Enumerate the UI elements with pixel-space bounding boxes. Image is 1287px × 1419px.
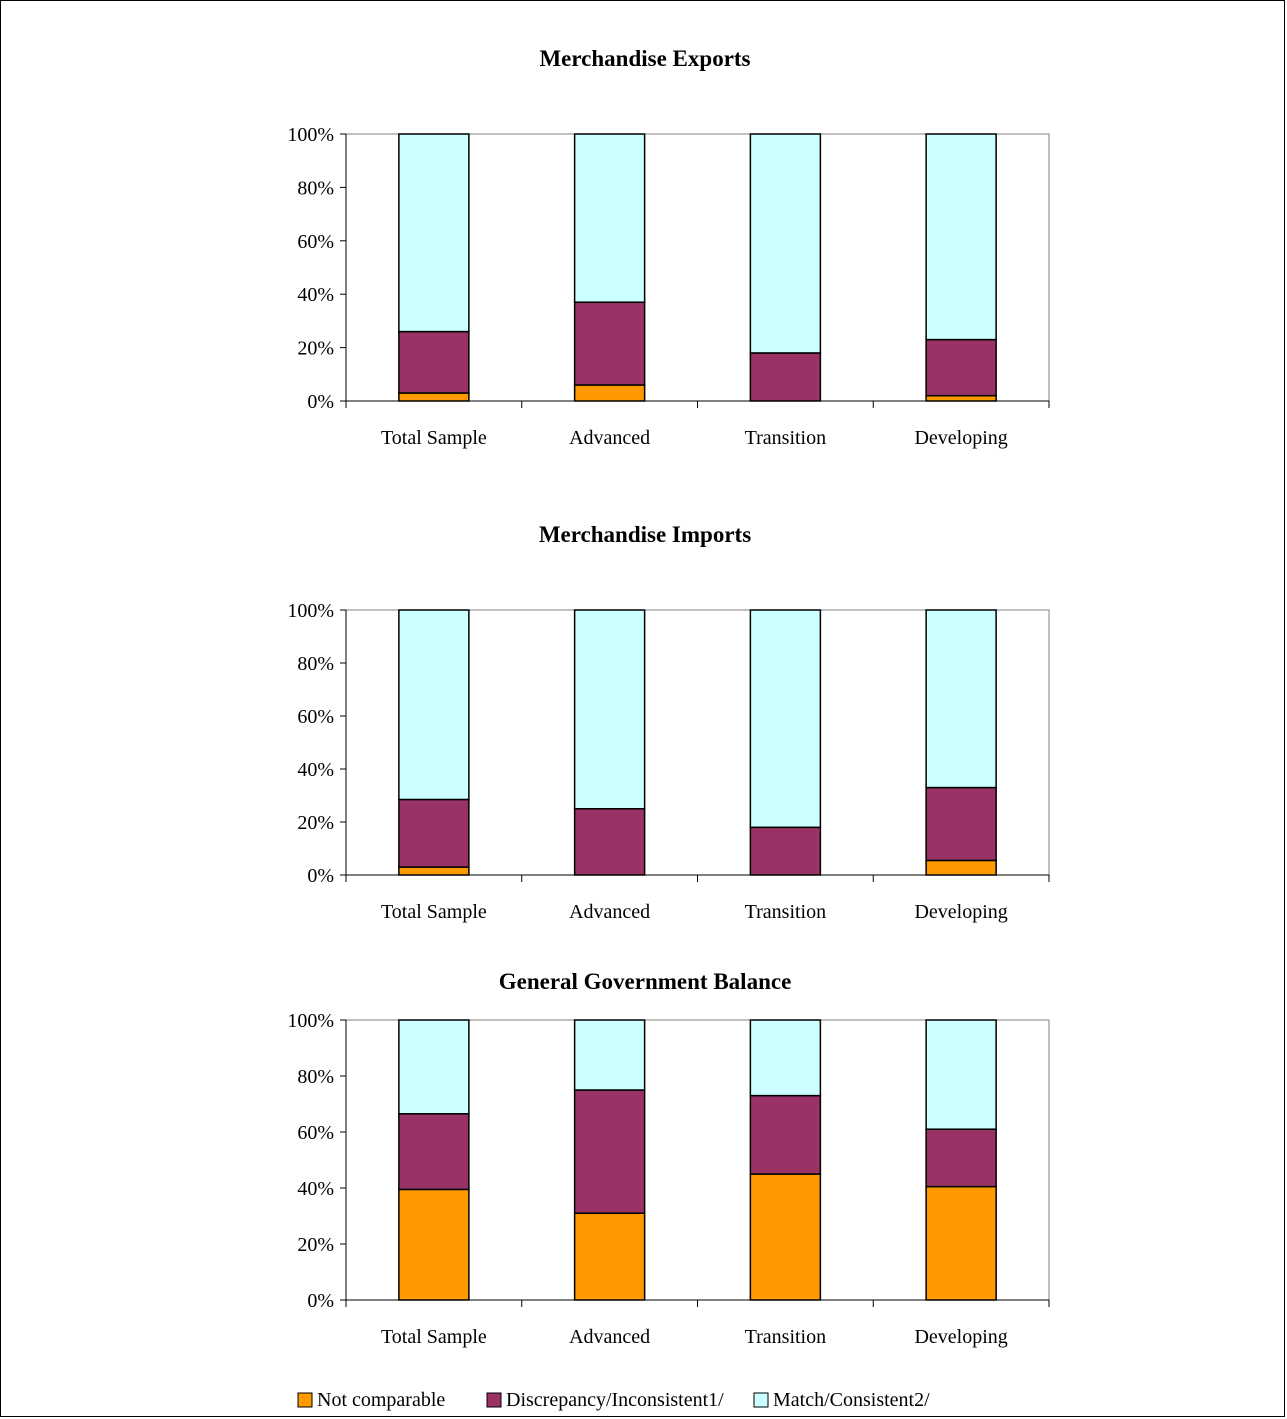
y-tick-label: 80%	[297, 653, 334, 675]
bar-discrepancy	[573, 301, 646, 386]
plot-area: 0% 20% 40% 60% 80% 100% Total Sample Advanced Tr…	[287, 124, 1050, 449]
bar-match	[398, 1019, 470, 1115]
y-tick-label: 40%	[297, 1178, 334, 1200]
chart-title: Merchandise Exports	[539, 46, 750, 71]
y-tick-label: 40%	[297, 284, 334, 306]
bar-not-comparable	[925, 859, 997, 876]
chart-title: Merchandise Imports	[539, 522, 751, 547]
y-tick-label: 60%	[297, 231, 334, 253]
bar-discrepancy	[925, 1128, 997, 1188]
bar-not-comparable	[925, 1185, 997, 1301]
bar-not-comparable	[925, 394, 997, 402]
category-label: Transition	[745, 901, 827, 923]
legend-label-not-comparable: Not comparable	[317, 1389, 445, 1411]
y-tick-label: 20%	[297, 338, 334, 360]
chart-merchandise-imports: Merchandise Imports 0% 20% 40% 60% 80% 100% To…	[287, 522, 1050, 923]
bar-match	[925, 133, 997, 341]
bar-match	[398, 609, 470, 801]
bar-not-comparable	[573, 384, 646, 402]
bar-not-comparable	[398, 1188, 470, 1301]
category-label: Advanced	[569, 901, 650, 923]
bar-match	[573, 1019, 646, 1091]
legend-label-discrepancy: Discrepancy/Inconsistent1/	[506, 1389, 724, 1411]
y-tick-label: 100%	[287, 600, 334, 622]
bar-not-comparable	[398, 866, 470, 876]
bar-discrepancy	[925, 338, 997, 397]
bar-discrepancy	[398, 1113, 470, 1191]
category-label: Advanced	[569, 1326, 650, 1348]
legend-swatch-not-comparable	[297, 1392, 313, 1408]
chart-general-government-balance: General Government Balance 0% 20% 40% 60% 80…	[287, 969, 1050, 1348]
bar-match	[925, 1019, 997, 1130]
bar-discrepancy	[749, 1094, 822, 1175]
bar-match	[398, 133, 470, 333]
category-label: Total Sample	[381, 427, 487, 449]
bar-match	[925, 609, 997, 789]
plot-area: 0% 20% 40% 60% 80% 100% Total Sample Advanced Tr…	[287, 600, 1050, 923]
y-tick-label: 100%	[287, 124, 334, 146]
legend-swatch-discrepancy	[486, 1392, 502, 1408]
chart-title: General Government Balance	[499, 969, 792, 994]
y-tick-label: 20%	[297, 812, 334, 834]
y-tick-label: 60%	[297, 1122, 334, 1144]
bar-discrepancy	[398, 798, 470, 868]
y-tick-label: 40%	[297, 759, 334, 781]
bar-match	[573, 609, 646, 810]
bar-discrepancy	[573, 1089, 646, 1214]
bar-not-comparable	[749, 1173, 822, 1301]
category-label: Total Sample	[381, 901, 487, 923]
y-tick-label: 80%	[297, 1066, 334, 1088]
y-tick-label: 80%	[297, 177, 334, 199]
bar-not-comparable	[573, 1212, 646, 1301]
legend-label-match: Match/Consistent2/	[773, 1389, 930, 1411]
bar-discrepancy	[749, 352, 822, 402]
bar-match	[749, 1019, 822, 1097]
plot-area: 0% 20% 40% 60% 80% 100% Total Sample Advanced Tr…	[287, 1010, 1050, 1348]
bar-discrepancy	[925, 786, 997, 862]
category-label: Developing	[914, 1326, 1007, 1348]
bar-discrepancy	[749, 826, 822, 876]
bar-match	[749, 133, 822, 354]
bar-discrepancy	[573, 808, 646, 876]
bar-match	[749, 609, 822, 829]
y-tick-label: 60%	[297, 706, 334, 728]
category-label: Transition	[745, 1326, 827, 1348]
y-tick-label: 0%	[307, 865, 334, 887]
legend-swatch-match	[753, 1392, 769, 1408]
category-label: Total Sample	[381, 1326, 487, 1348]
category-label: Developing	[914, 427, 1007, 449]
y-tick-label: 20%	[297, 1234, 334, 1256]
category-label: Transition	[745, 427, 827, 449]
legend: Not comparable Discrepancy/Inconsistent1…	[297, 1389, 930, 1411]
category-label: Developing	[914, 901, 1007, 923]
y-tick-label: 0%	[307, 391, 334, 413]
bar-match	[573, 133, 646, 303]
y-tick-label: 0%	[307, 1290, 334, 1312]
category-label: Advanced	[569, 427, 650, 449]
bar-not-comparable	[398, 392, 470, 402]
bar-discrepancy	[398, 330, 470, 394]
y-tick-label: 100%	[287, 1010, 334, 1032]
chart-merchandise-exports: Merchandise Exports 0% 20% 40% 60% 80% 100% To…	[287, 46, 1050, 449]
